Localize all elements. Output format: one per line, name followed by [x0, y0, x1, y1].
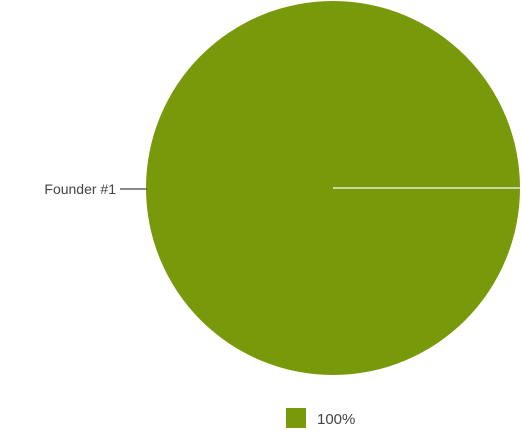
slice-label-founder-1: Founder #1	[44, 181, 116, 197]
legend-swatch	[286, 408, 306, 428]
legend-label-percent: 100%	[317, 411, 355, 428]
legend: 100%	[286, 408, 355, 428]
